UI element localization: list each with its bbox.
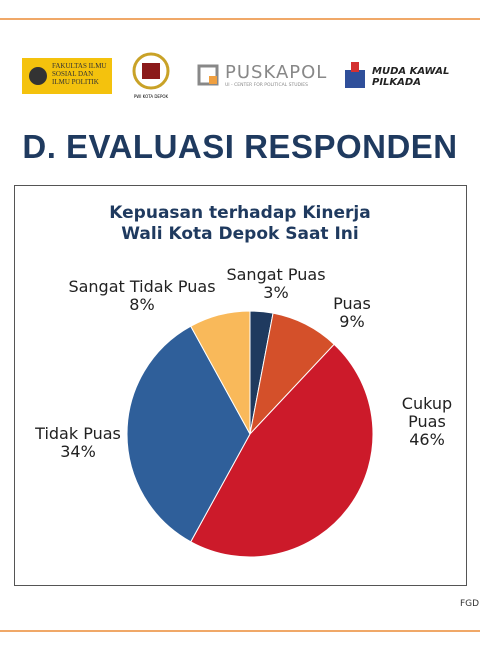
- pwi-logo: PWI KOTA DEPOK: [128, 52, 174, 99]
- fisip-text: FAKULTAS ILMU SOSIAL DAN ILMU POLITIK: [52, 62, 107, 86]
- top-rule: [0, 18, 480, 20]
- slice-value: 34%: [60, 442, 96, 461]
- slice-name: Sangat Puas: [226, 265, 326, 284]
- slice-label: Cukup Puas 46%: [397, 395, 457, 449]
- footer: FGD: [460, 599, 480, 609]
- slice-name: Sangat Tidak Puas: [68, 277, 216, 296]
- fisip-emblem: [29, 67, 47, 85]
- mkp-logo: MUDA KAWAL PILKADA: [342, 60, 452, 94]
- heading: D. EVALUASI RESPONDEN: [22, 128, 458, 165]
- slice-name: Puas: [333, 294, 371, 313]
- slice-label: Sangat Tidak Puas 8%: [68, 278, 215, 314]
- slice-label: Tidak Puas 34%: [35, 425, 121, 461]
- pie-slice: [190, 343, 374, 558]
- puskapol-text: PUSKAPOL: [225, 62, 328, 83]
- mkp-text: MUDA KAWAL PILKADA: [372, 66, 450, 88]
- slice-label: Sangat Puas 3%: [226, 266, 325, 302]
- pwi-text: PWI KOTA DEPOK: [133, 94, 169, 99]
- bottom-rule: [0, 630, 480, 632]
- fisip-logo: FAKULTAS ILMU SOSIAL DAN ILMU POLITIK: [22, 58, 112, 94]
- pie-slice: [190, 310, 251, 435]
- mkp-emblem: [345, 62, 365, 88]
- slice-name: Tidak Puas: [35, 424, 121, 443]
- pwi-emblem: [132, 52, 170, 90]
- puskapol-emblem: [197, 64, 219, 86]
- chart-title: Kepuasan terhadap Kinerja Wali Kota Depo…: [109, 203, 371, 244]
- slice-value: 8%: [129, 295, 155, 314]
- puskapol-subtext: UI - CENTER FOR POLITICAL STUDIES: [225, 83, 309, 88]
- pie-slice: [126, 325, 251, 543]
- slice-value: 46%: [409, 430, 445, 449]
- chart-frame: [14, 185, 467, 586]
- slice-value: 3%: [263, 283, 289, 302]
- slice-label: Puas 9%: [333, 295, 371, 331]
- slice-name: Cukup Puas: [401, 394, 453, 431]
- puskapol-logo: PUSKAPOL UI - CENTER FOR POLITICAL STUDI…: [197, 62, 332, 92]
- slice-value: 9%: [339, 312, 365, 331]
